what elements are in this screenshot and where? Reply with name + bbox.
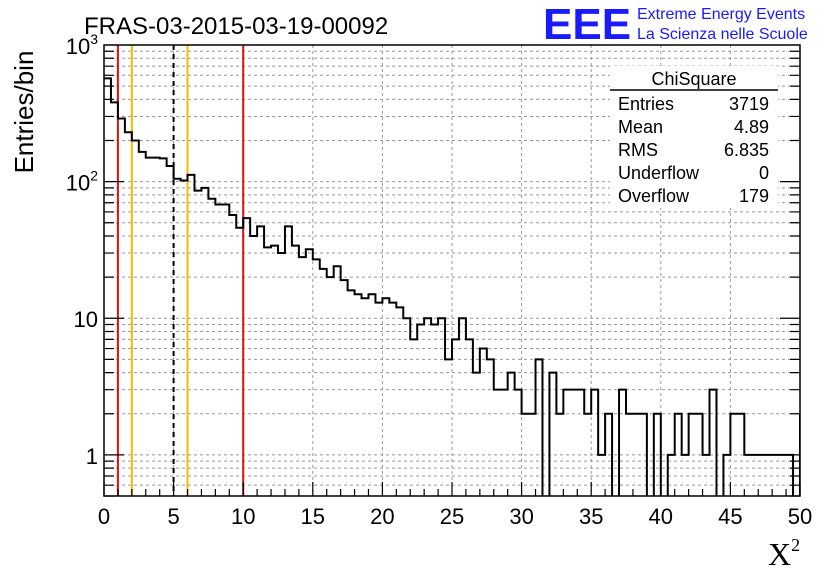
stats-box: ChiSquare Entries 3719 Mean 4.89 RMS 6.835 Und… [610,66,778,208]
x-tick-label: 0 [98,504,110,529]
stats-row-label: Underflow [618,163,700,183]
eee-logo: EEE Extreme Energy Events La Scienza nel… [543,0,808,49]
eee-logo-mark: EEE [543,0,631,49]
x-tick-label: 50 [788,504,812,529]
x-axis-label: X2 [768,535,800,572]
logo-line-1: Extreme Energy Events [637,6,805,23]
y-tick-label: 10 [74,307,98,332]
stats-row-value: 179 [739,186,769,206]
x-tick-label: 10 [231,504,255,529]
logo-line-2: La Scienza nelle Scuole [637,26,808,43]
reference-lines [116,45,245,496]
y-tick-label: 102 [66,168,98,196]
grid-lines [104,45,800,496]
stats-row-label: Mean [618,117,663,137]
x-tick-label: 30 [509,504,533,529]
stats-row-label: RMS [618,140,658,160]
stats-row-label: Overflow [618,186,690,206]
stats-row-label: Entries [618,94,674,114]
x-tick-label: 15 [301,504,325,529]
chart-title: FRAS-03-2015-03-19-00092 [84,13,388,40]
axis-ticks [103,50,801,497]
x-tick-label: 5 [167,504,179,529]
x-tick-label: 25 [440,504,464,529]
stats-row-value: 4.89 [734,117,769,137]
x-tick-label: 40 [649,504,673,529]
x-tick-label: 20 [370,504,394,529]
y-tick-label: 103 [66,31,98,59]
x-tick-labels: 0 5 10 15 20 25 30 35 40 45 50 [98,504,812,529]
stats-row-value: 0 [759,163,769,183]
x-tick-label: 45 [718,504,742,529]
y-tick-label: 1 [86,444,98,469]
y-axis-label: Entries/bin [9,51,39,174]
stats-box-title: ChiSquare [651,69,736,89]
y-tick-labels: 1 10 102 103 [66,31,98,469]
stats-row-value: 6.835 [724,140,769,160]
stats-row-value: 3719 [729,94,769,114]
tick-marks [103,50,801,497]
histogram-line [104,77,800,496]
x-tick-label: 35 [579,504,603,529]
